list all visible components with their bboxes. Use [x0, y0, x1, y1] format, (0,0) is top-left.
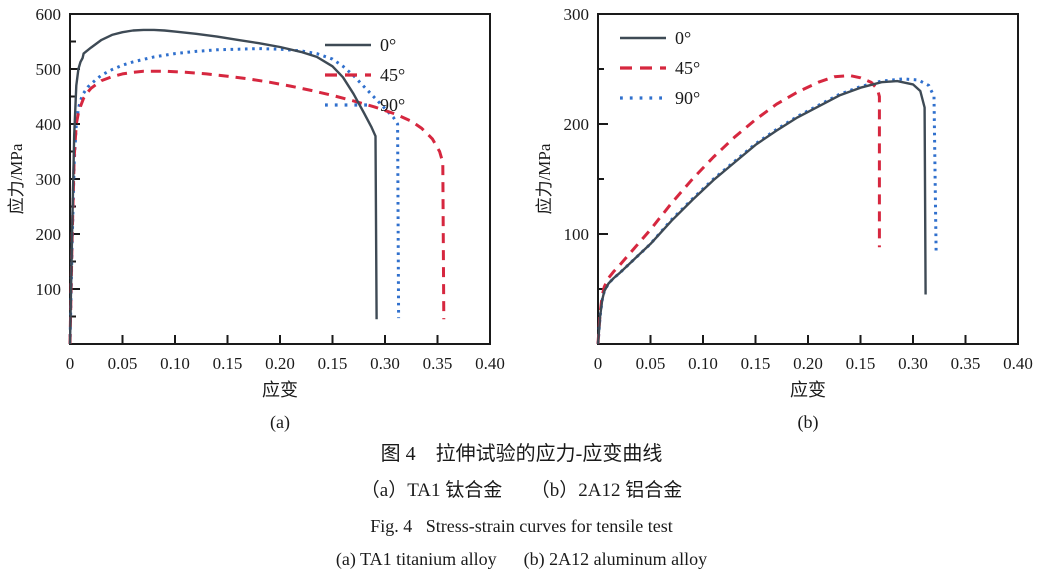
y-tick-label: 100: [564, 225, 590, 244]
x-tick-label: 0.40: [1003, 354, 1033, 373]
caption-cn-subtitle: （a）TA1 钛合金 （b）2A12 铝合金: [360, 480, 683, 501]
x-tick-label: 0.15: [213, 354, 243, 373]
chart-panel-b: 0 0.05 0.10 0.15 0.20 0.15 0.30 0.35 0.40 100 200 3…: [528, 0, 1043, 432]
legend-label-90deg: 90°: [380, 95, 405, 115]
y-tick-label: 300: [36, 170, 62, 189]
figure-caption: 图 4 拉伸试验的应力-应变曲线 （a）TA1 钛合金 （b）2A12 铝合金 …: [0, 436, 1043, 568]
x-tick-label: 0.20: [793, 354, 823, 373]
x-tick-label: 0.05: [108, 354, 138, 373]
curve-90deg: [596, 77, 938, 345]
caption-cn-title: 图 4 拉伸试验的应力-应变曲线: [380, 443, 663, 465]
curve-45deg: [596, 74, 881, 345]
curve-0deg: [68, 28, 378, 345]
curve-90deg: [68, 47, 401, 345]
x-tick-label: 0.35: [423, 354, 453, 373]
x-axis-title: 应变: [262, 380, 298, 400]
curve-45deg: [68, 69, 446, 345]
chart-b-svg: 0 0.05 0.10 0.15 0.20 0.15 0.30 0.35 0.40 100 200 3…: [535, 5, 1033, 432]
x-tick-label: 0.10: [688, 354, 718, 373]
y-tick-label: 200: [564, 115, 590, 134]
legend-label-0deg: 0°: [380, 35, 396, 55]
subplot-label: (b): [798, 412, 819, 432]
subplot-label: (a): [270, 412, 290, 432]
chart-a-svg: 0 0.05 0.10 0.15 0.20 0.15 0.30 0.35 0.40 100 200 3…: [7, 5, 505, 432]
y-tick-label: 400: [36, 115, 62, 134]
y-axis-title: 应力/MPa: [535, 143, 554, 214]
y-tick-label: 300: [564, 5, 590, 24]
curve-0deg: [596, 79, 927, 345]
x-tick-label: 0.15: [846, 354, 876, 373]
caption-en-title: Fig. 4 Stress-strain curves for tensile …: [370, 516, 673, 536]
legend-label-0deg: 0°: [675, 28, 691, 48]
x-tick-label: 0.15: [741, 354, 771, 373]
y-tick-label: 100: [36, 280, 62, 299]
y-tick-label: 500: [36, 60, 62, 79]
caption-en-subtitle: (a) TA1 titanium alloy (b) 2A12 aluminum…: [335, 549, 708, 569]
x-axis-title: 应变: [790, 380, 826, 400]
x-tick-label: 0.40: [475, 354, 505, 373]
plot-frame: [597, 13, 1019, 345]
x-tick-label: 0.05: [636, 354, 666, 373]
x-tick-label: 0.30: [370, 354, 400, 373]
x-tick-label: 0.20: [265, 354, 295, 373]
x-tick-label: 0.35: [951, 354, 981, 373]
legend-label-45deg: 45°: [380, 65, 405, 85]
y-tick-label: 200: [36, 225, 62, 244]
x-tick-label: 0.30: [898, 354, 928, 373]
x-tick-label: 0.15: [318, 354, 348, 373]
x-tick-label: 0.10: [160, 354, 190, 373]
y-axis-title: 应力/MPa: [7, 143, 26, 214]
legend-label-45deg: 45°: [675, 58, 700, 78]
y-tick-label: 600: [36, 5, 62, 24]
chart-panel-a: 0 0.05 0.10 0.15 0.20 0.15 0.30 0.35 0.40 100 200 3…: [0, 0, 515, 432]
plot-frame: [69, 13, 491, 345]
x-tick-label: 0: [66, 354, 75, 373]
legend-label-90deg: 90°: [675, 88, 700, 108]
x-tick-label: 0: [594, 354, 603, 373]
